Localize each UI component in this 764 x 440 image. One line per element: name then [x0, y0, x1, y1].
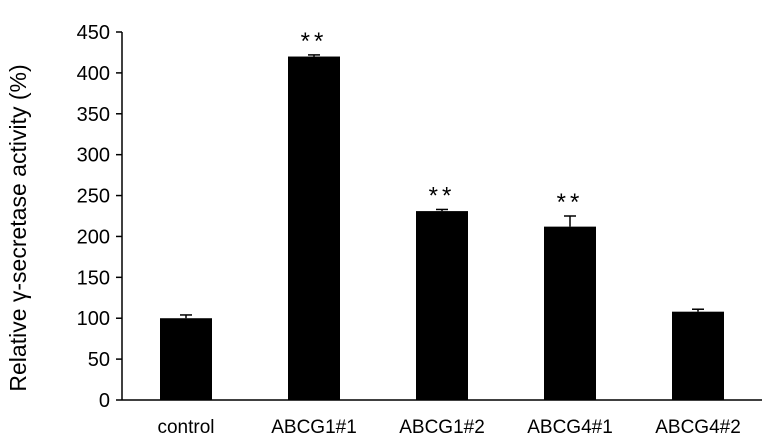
x-category-label: ABCG4#1: [527, 417, 613, 438]
significance-marker: **: [429, 182, 456, 209]
bar: [416, 211, 468, 400]
y-tick-label: 250: [77, 186, 110, 208]
x-category-label: ABCG1#1: [271, 417, 357, 438]
y-tick-label: 400: [77, 63, 110, 85]
bar: [288, 56, 340, 401]
y-tick-label: 350: [77, 104, 110, 126]
y-tick-label: 200: [77, 226, 110, 248]
y-tick-label: 450: [77, 22, 110, 44]
y-axis-label: Relative γ-secretase activity (%): [5, 64, 31, 391]
y-tick-label: 100: [77, 308, 110, 330]
bar: [544, 226, 596, 400]
x-category-label: control: [157, 417, 214, 438]
significance-marker: **: [301, 28, 328, 55]
bar: [672, 311, 724, 400]
significance-marker: **: [557, 189, 584, 216]
x-category-label: ABCG1#2: [399, 417, 485, 438]
y-tick-label: 150: [77, 267, 110, 289]
bar: [160, 318, 212, 400]
y-tick-label: 50: [88, 349, 110, 371]
y-tick-label: 0: [99, 390, 110, 412]
y-tick-label: 300: [77, 145, 110, 167]
x-category-label: ABCG4#2: [655, 417, 741, 438]
